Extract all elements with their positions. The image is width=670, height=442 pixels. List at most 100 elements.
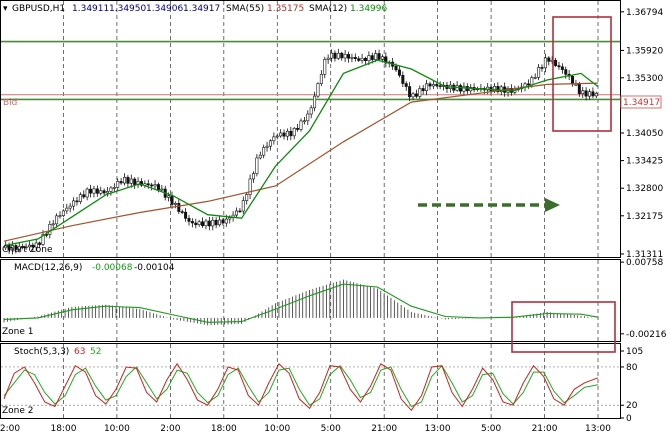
candle-body [313,95,317,109]
candle-body [65,207,69,212]
candle-body [418,88,422,97]
candle-body [41,234,45,245]
candle-body [377,53,381,60]
candle-body [279,132,283,137]
highlight-box-price [552,16,612,132]
macd-value-2: -0.00104 [134,263,175,273]
x-tick-label: 2:00 [160,424,180,434]
x-tick-label: 13:00 [585,424,611,434]
price-tag-box [620,95,662,109]
y-tick-label: 1.35300 [626,74,663,84]
stoch-signal-line [3,364,599,408]
ticks-layer: 2:00 18:00 10:00 2:00 18:00 10:00 5:00 21:00 13:… [0,8,667,434]
candle-body [133,178,137,186]
sma-short-label: SMA(12) [309,4,347,14]
x-tick-label: 21:00 [371,424,397,434]
candle-body [469,87,473,92]
candle-body [129,178,133,184]
grid-layer [1,1,620,419]
candle-body [150,184,154,187]
candle-body [404,83,408,87]
y-tick-label: 1.34050 [626,129,663,139]
candle-body [167,195,171,198]
candle-body [228,217,232,220]
candle-body [533,77,537,79]
candle-body [360,57,364,61]
candle-body [194,222,198,226]
price-tag: 1.34917 [623,98,660,108]
candle-body [438,85,442,87]
candle-body [201,221,205,227]
candle-body [526,83,530,86]
candle-body [374,53,378,60]
candle-body [221,219,225,224]
candle-body [336,52,340,59]
candle-body [306,113,310,122]
candle-body [197,221,201,226]
zone-2-label: Zone 2 [2,406,34,416]
candle-body [347,54,351,59]
candle-body [296,128,300,130]
candle-body [333,52,337,59]
candle-body [350,57,354,59]
candle-body [272,136,276,142]
candle-body [275,135,279,138]
candle-body [17,246,21,250]
candle-body [245,194,249,201]
candle-body [292,128,296,137]
candle-body [187,218,191,222]
macd-y-tick-label: -0.00216 [626,330,667,340]
candle-body [180,211,184,213]
candles-layer [4,48,598,255]
stoch-pane-frame [0,343,621,419]
candle-body [394,66,398,71]
candle-body [411,93,415,98]
candle-body [255,157,259,174]
sma-short-line [3,59,599,247]
stoch-value-2: 52 [90,347,101,357]
candle-body [48,224,52,235]
candle-body [397,69,401,76]
candle-body [251,173,255,180]
ohlc-high: 1.34950 [109,4,146,14]
candle-body [309,107,313,115]
candle-body [367,55,371,62]
candle-body [571,75,575,85]
x-tick-label: 2:00 [0,424,20,434]
candle-body [414,93,418,97]
x-tick-label: 5:00 [321,424,341,434]
candle-body [540,67,544,69]
candle-body [68,205,72,209]
y-tick-label: 1.31311 [626,250,663,260]
x-tick-label: 13:00 [425,424,451,434]
x-tick-label: 10:00 [104,424,130,434]
candle-body [122,176,126,184]
candle-body [235,210,239,216]
candle-body [431,84,435,87]
candle-body [248,178,252,195]
candle-body [537,67,541,78]
candle-body [459,85,463,92]
candle-body [340,52,344,59]
candle-body [581,90,585,94]
bid-label: Bid [3,98,17,108]
candle-body [78,194,82,202]
candle-body [547,57,551,62]
stoch-main-line [3,362,599,412]
candle-body [82,194,86,198]
candle-body [421,88,425,92]
candle-body [560,66,564,70]
chart-symbol: GBPUSD,H1 [12,4,65,14]
stoch-y-tick-label: 80 [626,363,638,373]
x-tick-label: 18:00 [211,424,237,434]
macd-value-1: -0.00068 [92,263,133,273]
candle-body [302,120,306,123]
candle-body [170,195,174,205]
candle-body [319,74,323,84]
moving-average-layer [3,59,599,247]
stoch-value-1: 63 [74,347,85,357]
candle-body [51,223,55,226]
macd-title: MACD(12,26,9) [14,263,82,273]
stoch-y-tick-label: 0 [626,414,632,424]
chart-zone-label: Chart Zone [2,245,53,255]
